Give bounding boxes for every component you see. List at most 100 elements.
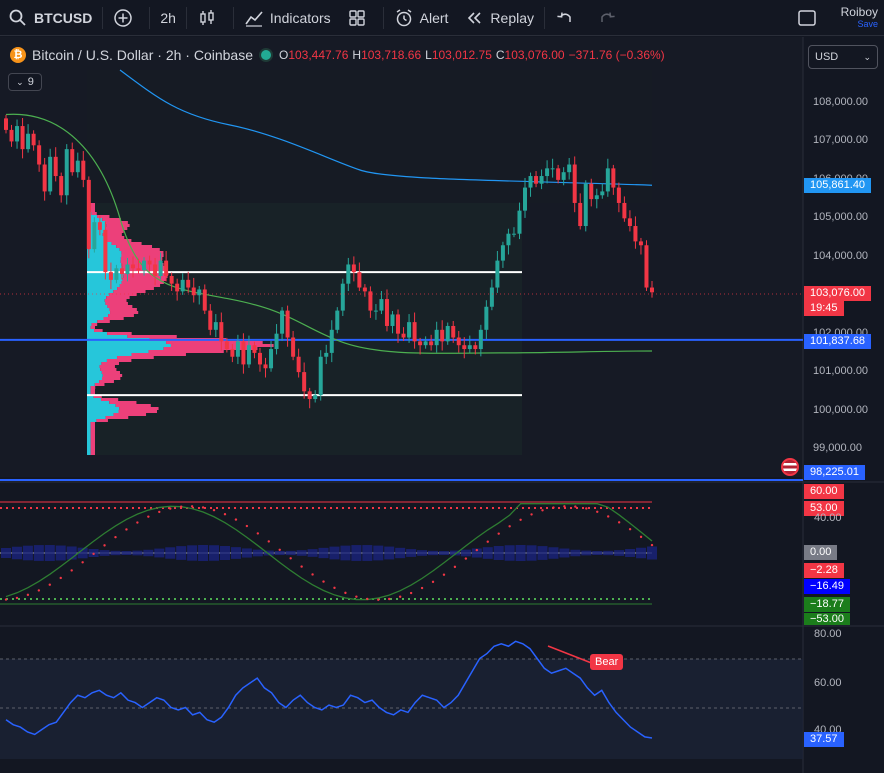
chevron-down-icon: ⌄ — [863, 51, 871, 62]
redo-button[interactable] — [589, 0, 631, 36]
low-value: 103,012.75 — [431, 48, 492, 62]
osc-histogram-bar — [395, 547, 406, 559]
profile-bar-a — [87, 437, 91, 440]
osc-signal-dot — [420, 586, 424, 590]
currency-select[interactable]: USD ⌄ — [808, 45, 878, 69]
profile-bar-b — [120, 257, 163, 260]
candle-body — [572, 164, 577, 203]
profile-bar-a — [87, 224, 107, 227]
osc-signal-dot — [650, 543, 654, 547]
candle-body — [114, 268, 119, 280]
us-flag-icon[interactable] — [781, 458, 799, 476]
profile-bar-b — [90, 389, 95, 392]
candle-body — [539, 176, 544, 184]
osc-signal-dot — [70, 569, 73, 572]
candle-body — [390, 314, 395, 326]
candle-body — [92, 222, 97, 250]
profile-bar-a — [87, 404, 116, 407]
osc-signal-dot — [114, 535, 117, 539]
symbol-search[interactable]: BTCUSD — [0, 0, 100, 36]
profile-bar-a — [87, 362, 102, 365]
alert-button[interactable]: Alert — [386, 0, 457, 36]
profile-bar-a — [87, 407, 120, 410]
profile-bar-b — [106, 296, 130, 299]
osc-signal-dot — [245, 524, 249, 528]
indicators-toggle[interactable]: ⌄ 9 — [8, 73, 42, 91]
last-price-tag: 103,076.00 — [804, 286, 872, 301]
rewind-icon — [468, 11, 481, 24]
osc-histogram-bar — [329, 546, 340, 560]
osc-histogram-bar — [570, 549, 581, 557]
candle-body — [556, 168, 561, 180]
candle-body — [324, 352, 329, 357]
osc-signal-dot — [256, 532, 260, 535]
user-save-link[interactable]: Save — [857, 19, 878, 29]
replay-button[interactable]: Replay — [456, 0, 542, 36]
candle-body — [191, 287, 196, 296]
profile-bar-b — [113, 413, 147, 416]
candle-body — [64, 149, 69, 196]
candle-body — [357, 272, 362, 288]
osc-tag-zero: 0.00 — [804, 545, 838, 560]
interval-button[interactable]: 2h — [152, 0, 184, 36]
interval-label: 2h — [160, 9, 176, 26]
profile-bar-b — [99, 365, 115, 368]
profile-bar-b — [90, 437, 95, 440]
candle-body — [4, 118, 8, 130]
user-menu[interactable]: Roiboy Save — [841, 6, 884, 30]
candle-body — [545, 168, 550, 177]
osc-signal-dot — [552, 506, 555, 509]
candle-body — [197, 289, 202, 296]
osc-histogram-bar — [592, 550, 603, 556]
indicators-button[interactable]: Indicators — [236, 0, 339, 36]
candle-body — [412, 322, 417, 342]
profile-bar-a — [87, 323, 92, 326]
profile-bar-a — [87, 410, 119, 413]
profile-bar-b — [131, 353, 186, 356]
candle-body — [611, 168, 616, 188]
profile-bar-b — [100, 368, 117, 371]
candles-icon — [200, 9, 214, 25]
separator — [232, 6, 234, 29]
compare-button[interactable] — [105, 0, 147, 36]
osc-signal-dot — [333, 586, 336, 590]
profile-bar-a — [87, 371, 102, 374]
candle-body — [633, 226, 638, 242]
chart-canvas[interactable] — [0, 37, 884, 773]
candle-body — [42, 164, 47, 192]
candle-body — [346, 264, 351, 284]
profile-bar-b — [121, 254, 164, 257]
osc-histogram-bar — [614, 550, 625, 556]
osc-signal-dot — [486, 540, 489, 543]
candle-body — [401, 333, 406, 338]
profile-bar-b — [103, 317, 124, 320]
profile-bar-a — [87, 296, 107, 299]
candle-body — [384, 299, 389, 326]
candle-body — [462, 345, 467, 350]
profile-bar-b — [101, 398, 119, 401]
profile-bar-b — [103, 230, 124, 233]
profile-bar-a — [87, 287, 118, 290]
layouts-button[interactable] — [339, 0, 381, 36]
chart-type-button[interactable] — [189, 0, 231, 36]
profile-bar-b — [106, 239, 132, 242]
candle-body — [9, 129, 14, 142]
osc-tag-neg1877: −18.77 — [804, 597, 850, 612]
undo-button[interactable] — [547, 0, 589, 36]
profile-bar-b — [90, 434, 95, 437]
replay-label: Replay — [490, 9, 535, 26]
profile-bar-a — [87, 440, 91, 443]
legend-title[interactable]: Bitcoin / U.S. Dollar · 2h · Coinbase — [32, 47, 253, 63]
candle-body — [241, 341, 246, 365]
profile-bar-b — [103, 236, 125, 239]
osc-histogram-bar — [55, 545, 66, 561]
candle-body — [302, 372, 307, 392]
rsi-series — [5, 640, 653, 739]
profile-bar-b — [121, 251, 164, 254]
profile-bar-b — [109, 401, 137, 404]
profile-bar-a — [87, 245, 117, 248]
fullscreen-button[interactable] — [789, 0, 841, 36]
profile-bar-b — [90, 443, 95, 446]
profile-bar-a — [87, 350, 149, 353]
profile-bar-a — [87, 368, 101, 371]
